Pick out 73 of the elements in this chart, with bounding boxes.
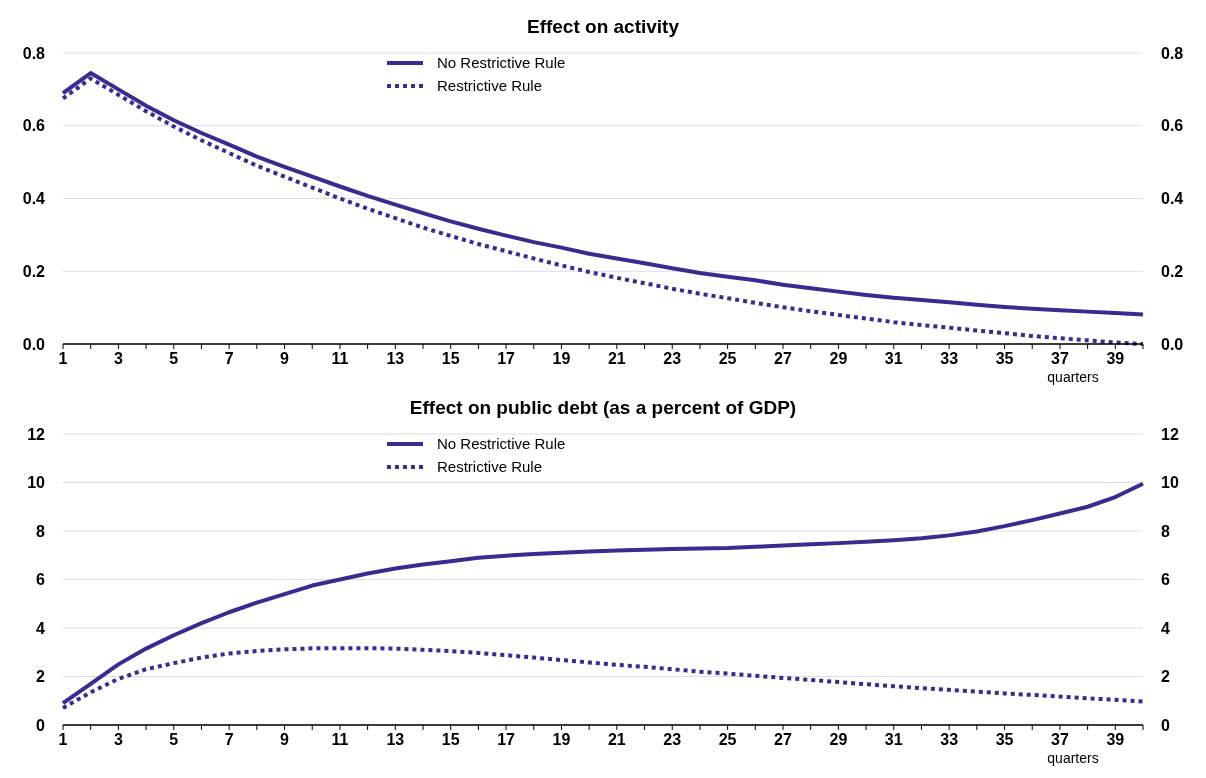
x-tick-label: 19	[552, 350, 571, 367]
chart-title: Effect on activity	[526, 16, 680, 37]
x-tick-label: 11	[331, 350, 349, 367]
y-tick-label: 12	[27, 425, 46, 443]
legend-label: Restrictive Rule	[437, 458, 543, 476]
y-tick-label: 8	[36, 522, 46, 540]
line-series	[61, 481, 1145, 706]
y2-tick-label: 0.0	[1161, 335, 1184, 353]
y-tick-label: 4	[36, 619, 46, 637]
x-tick-label: 39	[1106, 350, 1125, 367]
y2-tick-label: 10	[1161, 474, 1179, 492]
x-tick-label: 37	[1051, 731, 1069, 748]
x-tick-label: 35	[995, 731, 1014, 748]
x-tick-label: 31	[884, 731, 903, 748]
x-tick-label: 19	[552, 731, 571, 748]
x-tick-label: 21	[607, 350, 626, 367]
x-tick-label: 1	[58, 350, 68, 367]
x-tick-label: 5	[169, 350, 179, 367]
x-tick-label: 21	[607, 731, 626, 748]
x-tick-label: 7	[224, 731, 234, 748]
y2-tick-label: 0.4	[1161, 190, 1184, 208]
x-tick-label: 25	[718, 350, 737, 367]
x-tick-label: 3	[113, 731, 123, 748]
y2-tick-label: 0.8	[1161, 44, 1184, 62]
x-tick-label: 29	[829, 731, 848, 748]
x-tick-label: 35	[995, 350, 1014, 367]
y2-tick-label: 0.6	[1161, 117, 1184, 135]
y-tick-label: 2	[36, 668, 46, 686]
y2-tick-label: 4	[1161, 619, 1170, 637]
x-tick-label: 23	[663, 350, 682, 367]
x-tick-label: 1	[58, 731, 68, 748]
y-tick-label: 0.8	[22, 44, 46, 62]
x-tick-label: 3	[113, 350, 123, 367]
x-axis-title: quarters	[1047, 369, 1099, 385]
x-tick-label: 15	[441, 350, 460, 367]
x-tick-label: 37	[1051, 350, 1069, 367]
y2-tick-label: 0.2	[1161, 262, 1184, 280]
x-tick-label: 7	[224, 350, 234, 367]
y2-tick-label: 8	[1161, 522, 1170, 540]
legend-label: Restrictive Rule	[437, 77, 543, 95]
y-tick-label: 10	[27, 474, 46, 492]
x-tick-label: 9	[280, 731, 290, 748]
x-tick-label: 17	[497, 350, 516, 367]
y-tick-label: 0	[36, 716, 46, 734]
x-tick-label: 27	[774, 731, 792, 748]
y2-tick-label: 6	[1161, 571, 1170, 589]
x-tick-label: 5	[169, 731, 179, 748]
x-tick-label: 9	[280, 350, 290, 367]
legend-label: No Restrictive Rule	[437, 54, 566, 72]
x-tick-label: 11	[331, 731, 349, 748]
x-tick-label: 27	[774, 350, 792, 367]
x-tick-label: 33	[940, 350, 959, 367]
x-tick-label: 17	[497, 731, 516, 748]
y-tick-label: 0.0	[22, 335, 46, 353]
x-tick-label: 29	[829, 350, 848, 367]
x-tick-label: 25	[718, 731, 737, 748]
y2-tick-label: 0	[1161, 716, 1170, 734]
x-axis-title: quarters	[1047, 750, 1099, 766]
x-tick-label: 39	[1106, 731, 1125, 748]
y2-tick-label: 2	[1161, 668, 1170, 686]
x-tick-label: 13	[386, 731, 405, 748]
x-tick-label: 33	[940, 731, 959, 748]
chart-title: Effect on public debt (as a percent of GDP)	[409, 397, 797, 418]
y-tick-label: 0.4	[22, 190, 46, 208]
x-tick-label: 23	[663, 731, 682, 748]
y-tick-label: 6	[36, 571, 46, 589]
x-tick-label: 31	[884, 350, 903, 367]
legend-label: No Restrictive Rule	[437, 435, 566, 453]
x-tick-label: 13	[386, 350, 405, 367]
y-tick-label: 0.6	[22, 117, 46, 135]
y-tick-label: 0.2	[22, 262, 46, 280]
y2-tick-label: 12	[1161, 425, 1179, 443]
x-tick-label: 15	[441, 731, 460, 748]
